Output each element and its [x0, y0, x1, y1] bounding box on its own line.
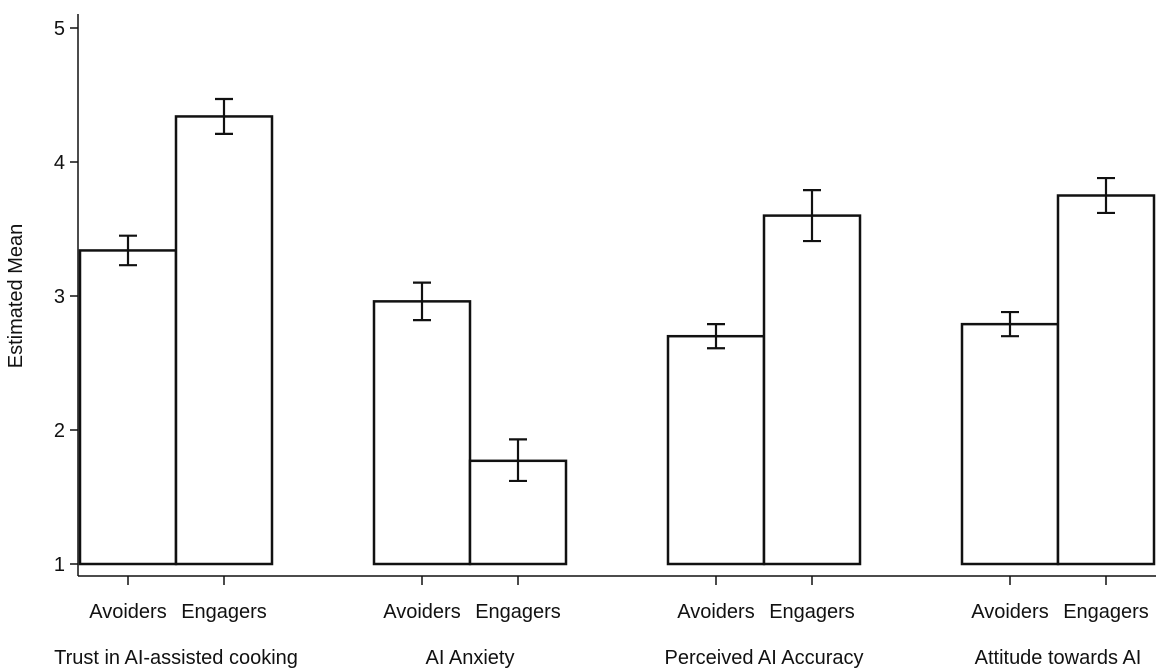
y-tick-label: 4 [54, 152, 65, 174]
category-label: Avoiders [971, 601, 1048, 623]
y-axis-title: Estimated Mean [5, 224, 27, 369]
bar [960, 322, 1060, 566]
category-label: Engagers [1063, 601, 1149, 623]
bar [1056, 194, 1156, 566]
category-label: Engagers [475, 601, 561, 623]
bar [78, 249, 178, 566]
bar [174, 115, 274, 566]
group-label: AI Anxiety [426, 647, 515, 669]
category-label: Avoiders [383, 601, 460, 623]
y-tick-label: 2 [54, 420, 65, 442]
bar [762, 214, 862, 566]
category-label: Avoiders [89, 601, 166, 623]
error-bars-layer [119, 97, 1115, 483]
bar [666, 334, 766, 566]
axes-layer: 1 2 3 4 5 [54, 14, 1156, 585]
group-label: Perceived AI Accuracy [665, 647, 864, 669]
group-label: Attitude towards AI [975, 647, 1142, 669]
category-label: Avoiders [677, 601, 754, 623]
y-tick-label: 3 [54, 286, 65, 308]
labels-layer: Avoiders Engagers Trust in AI-assisted coo… [54, 601, 1149, 669]
bar [372, 300, 472, 566]
bars-layer [78, 115, 1156, 566]
y-tick-label: 5 [54, 18, 65, 40]
category-label: Engagers [181, 601, 267, 623]
group-label: Trust in AI-assisted cooking [54, 647, 298, 669]
category-label: Engagers [769, 601, 855, 623]
y-tick-label: 1 [54, 554, 65, 576]
